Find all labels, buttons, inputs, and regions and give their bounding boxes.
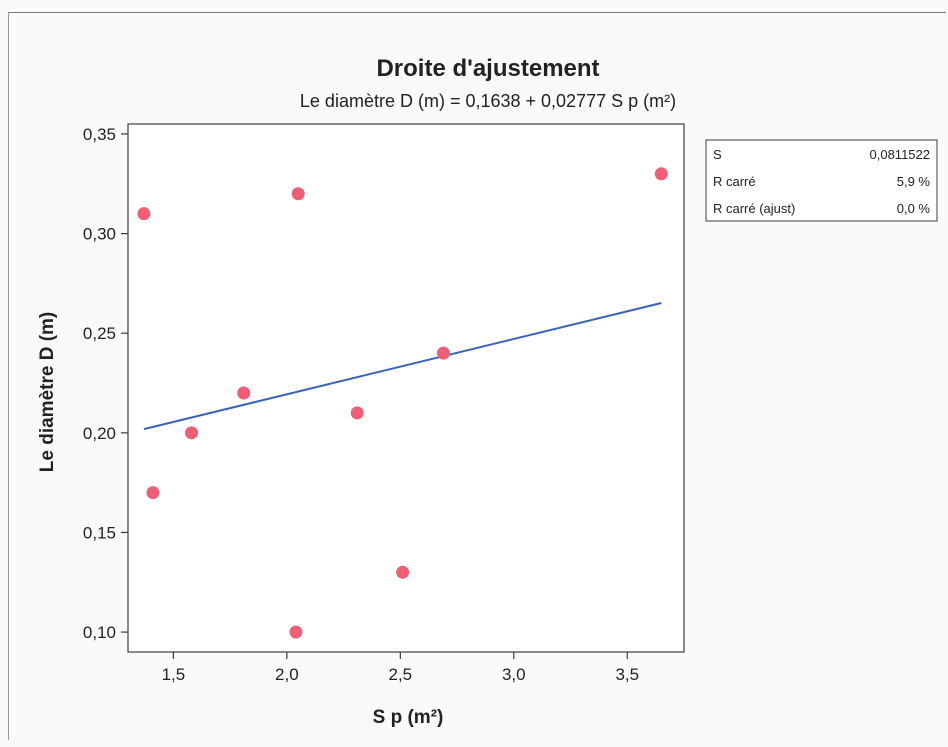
stat-label: R carré (ajust) — [713, 201, 795, 216]
y-tick-label: 0,25 — [83, 324, 116, 343]
data-point — [654, 167, 668, 181]
chart-title: Droite d'ajustement — [376, 55, 599, 82]
stat-value: 0,0811522 — [870, 147, 931, 162]
y-axis-label: Le diamètre D (m) — [37, 312, 58, 472]
chart-subtitle: Le diamètre D (m) = 0,1638 + 0,02777 S p… — [300, 91, 676, 111]
x-tick-label: 1,5 — [162, 665, 186, 684]
x-axis-label: S p (m²) — [373, 707, 444, 728]
data-point — [436, 346, 450, 360]
fit-line — [143, 302, 662, 431]
data-point — [291, 187, 305, 201]
y-tick-label: 0,35 — [83, 125, 116, 144]
y-tick-label: 0,30 — [83, 225, 116, 244]
stat-label: S — [713, 147, 722, 162]
y-tick-label: 0,15 — [83, 523, 116, 542]
stats-box: S 0,0811522 R carré 5,9 % R carré (ajust) 0,0… — [705, 139, 938, 222]
x-tick-label: 3,5 — [615, 665, 639, 684]
x-tick-label: 2,5 — [389, 665, 413, 684]
y-tick-label: 0,20 — [83, 424, 116, 443]
y-axis: 0,10 0,15 0,20 0,25 0,30 0,35 — [83, 125, 128, 642]
data-point — [137, 207, 151, 221]
data-point — [146, 486, 160, 500]
x-tick-label: 2,0 — [275, 665, 299, 684]
y-tick-label: 0,10 — [83, 623, 116, 642]
stat-label: R carré — [713, 174, 756, 189]
data-point — [185, 426, 199, 440]
scatter-points — [137, 167, 668, 639]
stat-value: 0,0 % — [897, 201, 931, 216]
stat-value: 5,9 % — [897, 174, 931, 189]
data-point — [237, 386, 251, 400]
chart-frame — [8, 12, 946, 740]
x-tick-label: 3,0 — [502, 665, 526, 684]
plot-area — [127, 123, 685, 653]
data-point — [289, 625, 303, 639]
data-point — [396, 565, 410, 579]
x-axis: 1,5 2,0 2,5 3,0 3,5 — [162, 652, 639, 684]
data-point — [350, 406, 364, 420]
